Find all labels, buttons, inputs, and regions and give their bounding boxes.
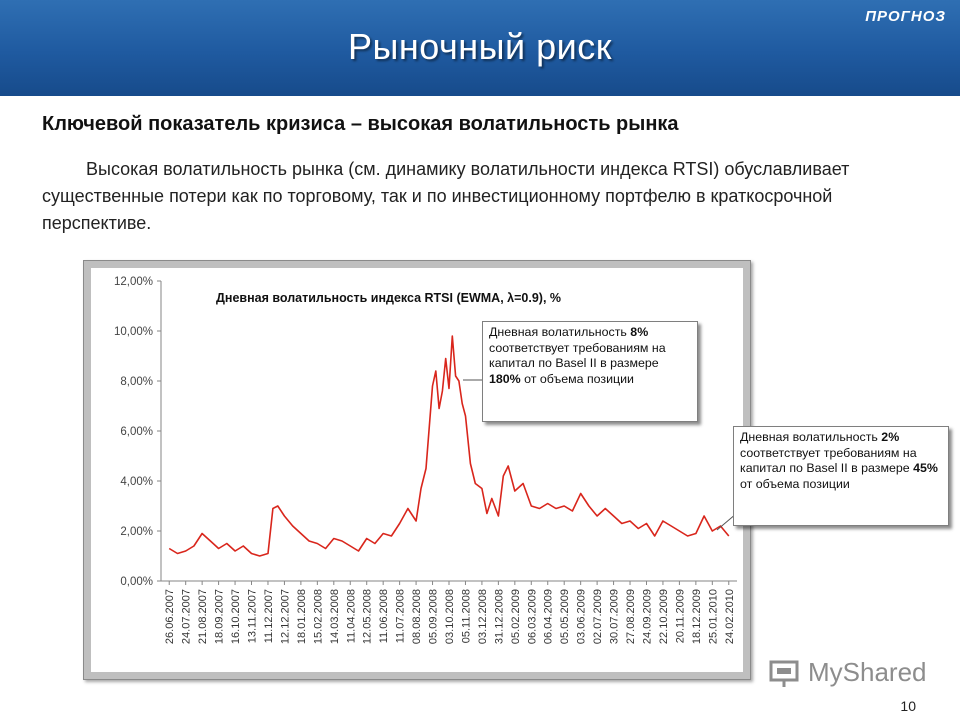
description-text: Высокая волатильность рынка (см. динамик… <box>42 159 850 233</box>
page-title: Рыночный риск <box>347 26 612 67</box>
callout-text: соответствует требованиям на капитал по … <box>740 445 917 476</box>
x-tick-label: 18.12.2009 <box>691 589 703 644</box>
volatility-chart: 0,00% 2,00% 4,00% 6,00% 8,00% 10,00% 12,00% 26.… <box>114 276 743 644</box>
x-tick-label: 05.05.2009 <box>559 589 571 644</box>
x-tick-label: 11.06.2008 <box>378 589 390 643</box>
x-tick-label: 05.11.2008 <box>460 589 472 643</box>
x-tick-label: 13.11.2007 <box>247 589 259 643</box>
slide-subtitle: Ключевой показатель кризиса – высокая во… <box>42 113 679 135</box>
y-tick-label: 8,00% <box>120 376 153 388</box>
x-tick-label: 11.12.2007 <box>263 589 275 643</box>
x-tick-label: 20.11.2009 <box>674 589 686 643</box>
x-tick-label: 03.10.2008 <box>444 589 456 644</box>
y-tick-label: 0,00% <box>120 576 153 588</box>
x-tick-label: 11.04.2008 <box>345 589 357 643</box>
x-tick-label: 18.01.2008 <box>296 589 308 644</box>
x-tick-label: 16.10.2007 <box>230 589 242 644</box>
x-tick-label: 03.06.2009 <box>576 589 588 644</box>
callout-text: соответствует требованиям на капитал по … <box>489 340 666 371</box>
x-tick-label: 25.01.2010 <box>707 589 719 644</box>
x-tick-label: 11.07.2008 <box>395 589 407 643</box>
chart-area: 0,00% 2,00% 4,00% 6,00% 8,00% 10,00% 12,00% 26.… <box>91 268 743 672</box>
watermark-text: MyShared <box>808 657 927 687</box>
x-tick-label: 24.02.2010 <box>724 589 736 644</box>
x-tick-label: 24.09.2009 <box>641 589 653 644</box>
chart-title: Дневная волатильность индекса RTSI (EWMA… <box>216 291 561 305</box>
x-tick-label: 12.12.2007 <box>279 589 291 644</box>
callout-percent: 180% <box>489 371 521 386</box>
y-tick-label: 4,00% <box>120 476 153 488</box>
callout-value: 2% <box>881 430 900 444</box>
callout-text: Дневная волатильность <box>489 325 631 339</box>
x-tick-label: 31.12.2008 <box>493 589 505 644</box>
x-tick-label: 06.04.2009 <box>543 589 555 644</box>
page-number: 10 <box>900 698 916 714</box>
callout-8-percent: Дневная волатильность 8% соответствует т… <box>482 321 698 422</box>
presentation-icon <box>769 660 799 687</box>
x-tick-label: 05.09.2008 <box>428 589 440 644</box>
x-tick-label: 12.05.2008 <box>362 589 374 644</box>
x-tick-label: 02.07.2009 <box>592 589 604 644</box>
description-paragraph: Высокая волатильность рынка (см. динамик… <box>42 156 872 237</box>
y-tick-label: 10,00% <box>114 326 153 338</box>
x-tick-label: 03.12.2008 <box>477 589 489 644</box>
x-tick-label: 22.10.2009 <box>658 589 670 644</box>
x-tick-label: 27.08.2009 <box>625 589 637 644</box>
y-tick-label: 12,00% <box>114 276 153 288</box>
callout-value: 8% <box>630 325 649 339</box>
callout-text: Дневная волатильность <box>740 430 882 444</box>
volatility-series-line <box>168 335 730 557</box>
callout-percent: 45% <box>913 461 938 475</box>
y-tick-label: 6,00% <box>120 426 153 438</box>
y-tick-label: 2,00% <box>120 526 153 538</box>
callout-text: от объема позиции <box>520 371 634 386</box>
x-tick-label: 08.08.2008 <box>411 589 423 644</box>
x-tick-label: 15.02.2008 <box>312 589 324 644</box>
x-tick-label: 21.08.2007 <box>197 589 209 644</box>
callout-2-percent-box: Дневная волатильность 2% соответствует т… <box>733 426 949 526</box>
callout-text: от объема позиции <box>740 476 850 491</box>
brand-logo: ПРОГНОЗ <box>865 8 946 25</box>
chart-frame: 0,00% 2,00% 4,00% 6,00% 8,00% 10,00% 12,00% 26.… <box>83 260 751 680</box>
x-tick-label: 06.03.2009 <box>526 589 538 644</box>
x-tick-label: 14.03.2008 <box>329 589 341 644</box>
x-tick-label: 30.07.2009 <box>609 589 621 644</box>
x-tick-label: 05.02.2009 <box>510 589 522 644</box>
x-tick-label: 24.07.2007 <box>181 589 193 644</box>
x-tick-label: 26.06.2007 <box>164 589 176 644</box>
title-banner: Рыночный риск ПРОГНОЗ <box>0 0 960 96</box>
x-tick-label: 18.09.2007 <box>214 589 226 644</box>
